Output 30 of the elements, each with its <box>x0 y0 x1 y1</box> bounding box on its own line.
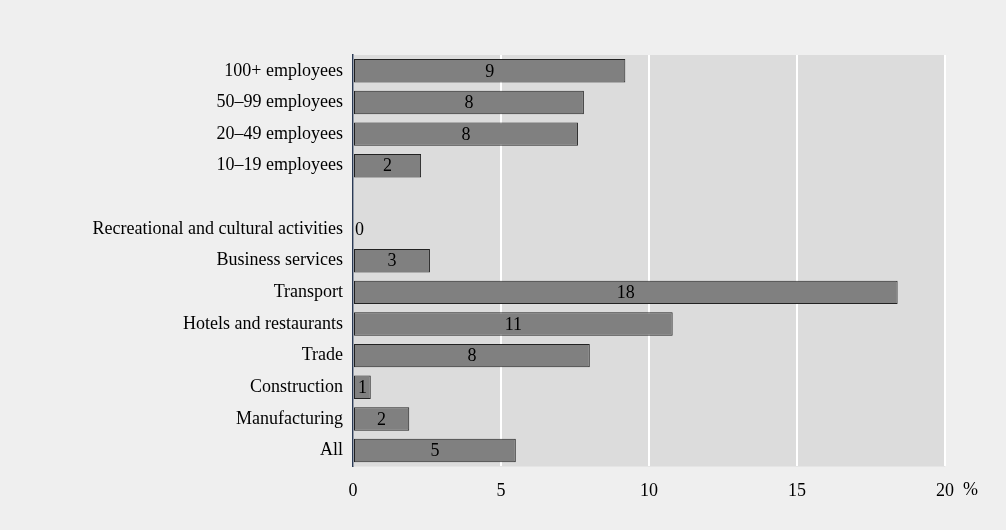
data-label: 9 <box>485 60 495 81</box>
data-label: 0 <box>355 218 364 239</box>
data-label: 2 <box>383 155 393 176</box>
y-tick-label: Manufacturing <box>236 407 343 428</box>
data-label: 11 <box>504 313 523 334</box>
x-tick-label: 10 <box>640 479 658 500</box>
y-tick-label: Trade <box>301 344 343 365</box>
data-label: 8 <box>464 92 474 113</box>
x-tick-label: 0 <box>348 479 358 500</box>
y-tick-label: 100+ employees <box>224 59 343 80</box>
data-label: 8 <box>467 345 477 366</box>
y-tick-label: Business services <box>216 249 343 270</box>
x-axis-title: % <box>963 479 978 500</box>
y-tick-label: 20–49 employees <box>216 122 343 143</box>
data-label: 8 <box>461 123 471 144</box>
data-label: 5 <box>430 440 440 461</box>
y-tick-label: 50–99 employees <box>216 91 343 112</box>
y-tick-label: 10–19 employees <box>216 154 343 175</box>
y-tick-label: Construction <box>250 376 343 397</box>
y-tick-label: Transport <box>273 281 343 302</box>
y-tick-label: Recreational and cultural activities <box>92 217 343 238</box>
data-label: 2 <box>377 408 387 429</box>
data-label: 3 <box>387 250 397 271</box>
data-label: 1 <box>357 377 367 398</box>
data-label: 18 <box>616 282 635 303</box>
x-tick-label: 5 <box>496 479 506 500</box>
y-tick-label: Hotels and restaurants <box>183 312 343 333</box>
y-tick-label: All <box>319 439 343 460</box>
x-tick-label: 15 <box>788 479 806 500</box>
x-tick-label: 20 <box>936 479 954 500</box>
